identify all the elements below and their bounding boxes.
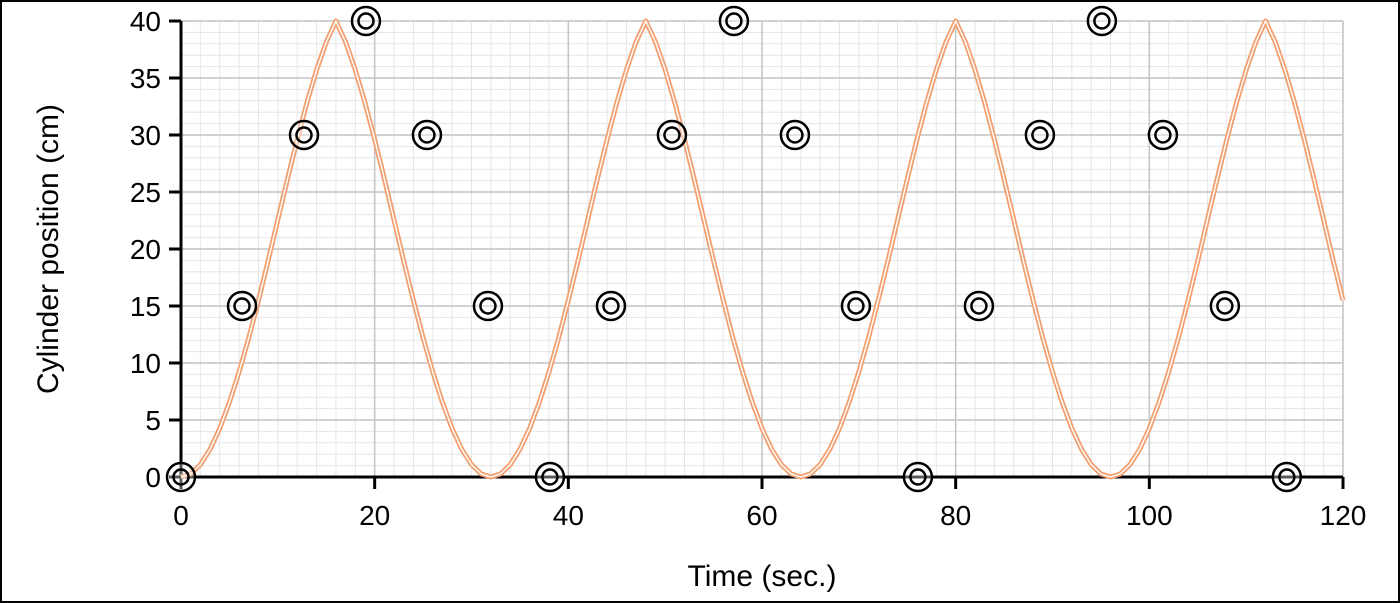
y-tick-label: 15 — [130, 291, 161, 322]
data-point-inner — [172, 468, 190, 486]
data-point-outer — [1024, 119, 1056, 151]
y-tick-label: 25 — [130, 177, 161, 208]
data-point-outer — [226, 290, 258, 322]
data-point-outer — [165, 461, 197, 493]
data-point-inner — [233, 297, 251, 315]
y-axis-label: Cylinder position (cm) — [32, 104, 65, 394]
data-point-outer — [718, 5, 750, 37]
data-point-outer — [840, 290, 872, 322]
data-point-outer — [534, 461, 566, 493]
x-tick-label: 40 — [553, 500, 584, 531]
data-point-outer — [779, 119, 811, 151]
data-point-inner — [541, 468, 559, 486]
data-point-inner — [847, 297, 865, 315]
x-tick-label: 20 — [359, 500, 390, 531]
y-tick-label: 20 — [130, 234, 161, 265]
data-point-inner — [663, 126, 681, 144]
data-point-inner — [357, 12, 375, 30]
data-point-outer — [1086, 5, 1118, 37]
data-point-outer — [656, 119, 688, 151]
x-tick-label: 100 — [1126, 500, 1173, 531]
data-point-outer — [595, 290, 627, 322]
data-point-inner — [786, 126, 804, 144]
data-point-outer — [1209, 290, 1241, 322]
data-point-inner — [295, 126, 313, 144]
data-point-outer — [411, 119, 443, 151]
data-point-inner — [1154, 126, 1172, 144]
data-point-outer — [1147, 119, 1179, 151]
data-point-outer — [288, 119, 320, 151]
x-axis-label: Time (sec.) — [688, 560, 837, 593]
data-point-inner — [1031, 126, 1049, 144]
position-curve-inner — [180, 20, 1344, 478]
y-tick-label: 30 — [130, 120, 161, 151]
data-point-inner — [1216, 297, 1234, 315]
data-point-outer — [902, 461, 934, 493]
data-point-outer — [963, 290, 995, 322]
data-point-inner — [418, 126, 436, 144]
y-tick-label: 35 — [130, 63, 161, 94]
x-tick-label: 80 — [940, 500, 971, 531]
data-point-inner — [970, 297, 988, 315]
data-point-inner — [1278, 468, 1296, 486]
x-tick-label: 120 — [1320, 500, 1367, 531]
data-point-inner — [1093, 12, 1111, 30]
data-point-inner — [479, 297, 497, 315]
data-point-outer — [350, 5, 382, 37]
y-tick-label: 40 — [130, 6, 161, 37]
x-tick-label: 60 — [746, 500, 777, 531]
y-tick-label: 0 — [145, 462, 161, 493]
y-tick-label: 5 — [145, 405, 161, 436]
x-tick-label: 0 — [173, 500, 189, 531]
data-point-inner — [602, 297, 620, 315]
data-point-outer — [1271, 461, 1303, 493]
data-point-outer — [472, 290, 504, 322]
data-point-inner — [909, 468, 927, 486]
y-tick-label: 10 — [130, 348, 161, 379]
data-point-inner — [725, 12, 743, 30]
